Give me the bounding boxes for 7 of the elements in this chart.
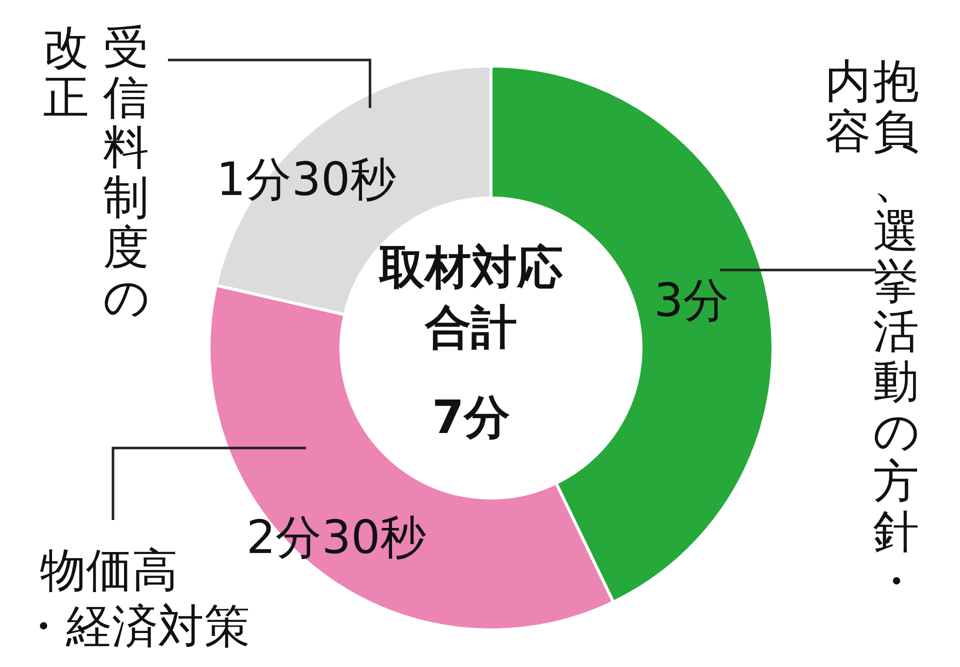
slice-label: 物価高・経済対策 bbox=[20, 543, 250, 653]
text: 7分 bbox=[432, 390, 510, 444]
data-label: 1分30秒 bbox=[216, 152, 396, 206]
category-label: 抱負、選挙活動の方針・内容 bbox=[825, 55, 920, 608]
data-label: 3分 bbox=[654, 272, 730, 327]
category-label: 受信料制度の改正 bbox=[43, 21, 150, 324]
text: 取材対応合計 bbox=[378, 240, 563, 354]
